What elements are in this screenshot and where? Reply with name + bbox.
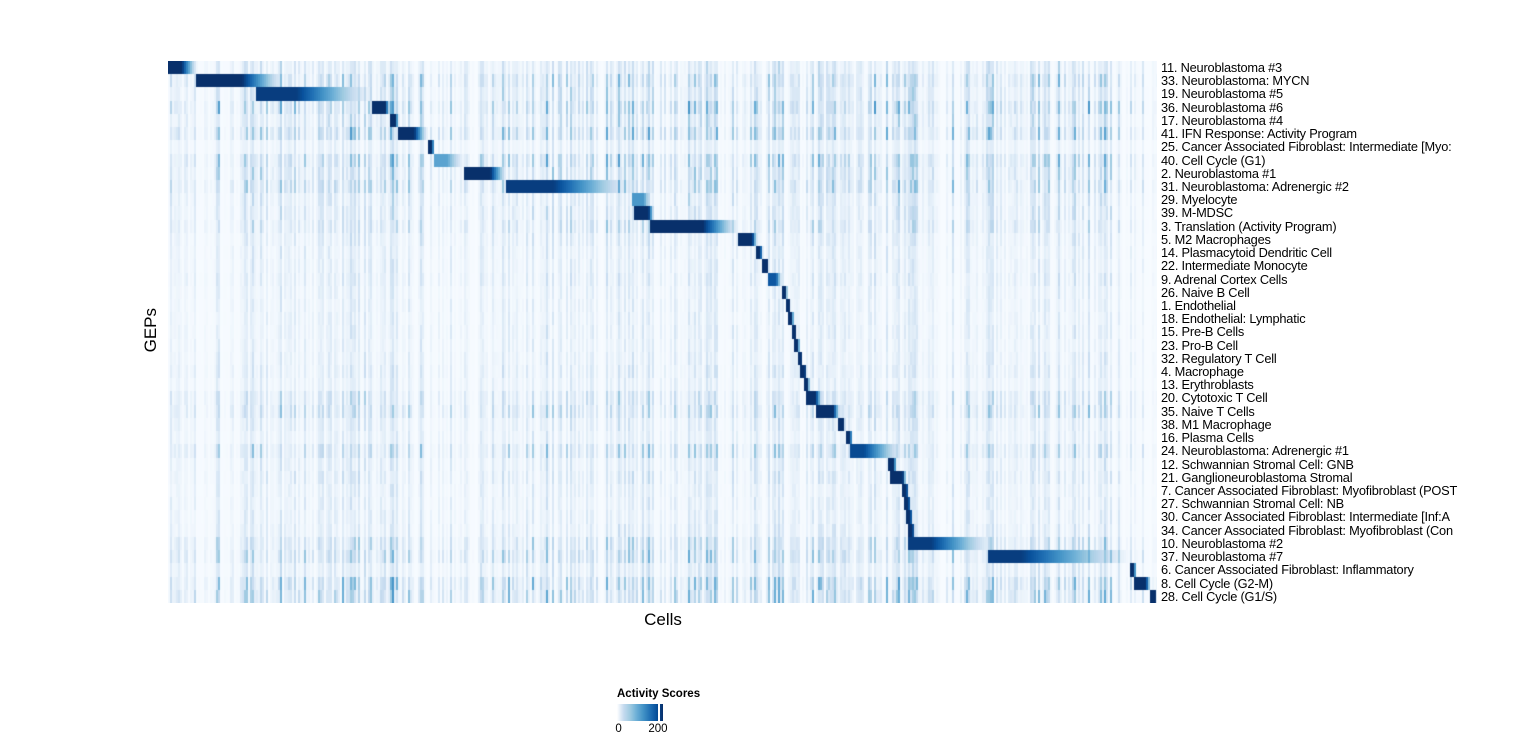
gep-row-label: 15. Pre-B Cells bbox=[1161, 324, 1245, 340]
gep-row-label: 25. Cancer Associated Fibroblast: Interm… bbox=[1161, 139, 1452, 155]
gep-row-label: 34. Cancer Associated Fibroblast: Myofib… bbox=[1161, 522, 1453, 538]
gep-row-label: 37. Neuroblastoma #7 bbox=[1161, 549, 1283, 565]
gep-row-label: 21. Ganglioneuroblastoma Stromal bbox=[1161, 469, 1353, 485]
gep-row-label: 31. Neuroblastoma: Adrenergic #2 bbox=[1161, 178, 1349, 194]
gep-row-label: 30. Cancer Associated Fibroblast: Interm… bbox=[1161, 509, 1450, 525]
gep-row-label: 18. Endothelial: Lymphatic bbox=[1161, 311, 1306, 327]
legend-colorbar bbox=[617, 704, 663, 721]
gep-row-label: 20. Cytotoxic T Cell bbox=[1161, 390, 1268, 406]
gep-row-label: 32. Regulatory T Cell bbox=[1161, 350, 1277, 366]
gep-row-label: 29. Myelocyte bbox=[1161, 192, 1238, 208]
gep-row-label: 28. Cell Cycle (G1/S) bbox=[1161, 588, 1277, 604]
heatmap-canvas bbox=[168, 61, 1157, 603]
legend-min-label: 0 bbox=[615, 723, 622, 735]
gep-row-label: 17. Neuroblastoma #4 bbox=[1161, 112, 1283, 128]
gep-row-label: 16. Plasma Cells bbox=[1161, 430, 1254, 446]
legend-200-label: 200 bbox=[648, 723, 668, 735]
heatmap-plot bbox=[168, 61, 1157, 603]
legend-tick-mark bbox=[657, 704, 660, 721]
gep-row-label: 24. Neuroblastoma: Adrenergic #1 bbox=[1161, 443, 1349, 459]
gep-row-label: 38. M1 Macrophage bbox=[1161, 416, 1272, 432]
gep-row-label: 7. Cancer Associated Fibroblast: Myofibr… bbox=[1161, 483, 1458, 498]
gep-row-label: 8. Cell Cycle (G2-M) bbox=[1161, 575, 1273, 591]
gep-row-label: 1. Endothelial bbox=[1161, 297, 1236, 313]
gep-row-label: 5. M2 Macrophages bbox=[1161, 231, 1271, 247]
legend-title: Activity Scores bbox=[617, 688, 701, 700]
gep-row-label: 2. Neuroblastoma #1 bbox=[1161, 165, 1276, 181]
gep-row-label: 36. Neuroblastoma #6 bbox=[1161, 99, 1283, 115]
x-axis-label: Cells bbox=[644, 610, 682, 629]
gep-row-label: 22. Intermediate Monocyte bbox=[1161, 258, 1308, 274]
gep-row-label: 13. Erythroblasts bbox=[1161, 377, 1254, 393]
gep-row-label: 12. Schwannian Stromal Cell: GNB bbox=[1161, 456, 1354, 472]
gep-row-label: 23. Pro-B Cell bbox=[1161, 337, 1238, 353]
gep-row-label: 3. Translation (Activity Program) bbox=[1161, 218, 1337, 234]
gep-row-label: 39. M-MDSC bbox=[1161, 205, 1233, 221]
gep-row-label: 14. Plasmacytoid Dendritic Cell bbox=[1161, 245, 1332, 261]
y-axis-label: GEPs bbox=[141, 308, 160, 353]
gep-row-label: 41. IFN Response: Activity Program bbox=[1161, 126, 1357, 142]
gep-row-label: 4. Macrophage bbox=[1161, 364, 1244, 380]
gep-row-label: 27. Schwannian Stromal Cell: NB bbox=[1161, 496, 1344, 512]
gep-row-labels: 11. Neuroblastoma #3 33. Neuroblastoma: M… bbox=[1161, 61, 1457, 603]
gep-row-label: 9. Adrenal Cortex Cells bbox=[1161, 271, 1288, 287]
gep-row-label: 35. Naive T Cells bbox=[1161, 403, 1255, 419]
gep-row-label: 10. Neuroblastoma #2 bbox=[1161, 535, 1283, 551]
gep-row-label: 6. Cancer Associated Fibroblast: Inflamm… bbox=[1161, 562, 1414, 578]
legend-tick-labels: 0 200 bbox=[615, 723, 667, 737]
gep-row-label: 26. Naive B Cell bbox=[1161, 284, 1250, 300]
gep-row-label: 33. Neuroblastoma: MYCN bbox=[1161, 73, 1310, 89]
gep-row-label: 19. Neuroblastoma #5 bbox=[1161, 86, 1283, 102]
gep-row-label: 40. Cell Cycle (G1) bbox=[1161, 152, 1266, 168]
activity-scores-legend: Activity Scores 0 200 bbox=[615, 688, 737, 737]
gep-row-label: 11. Neuroblastoma #3 bbox=[1161, 60, 1282, 75]
